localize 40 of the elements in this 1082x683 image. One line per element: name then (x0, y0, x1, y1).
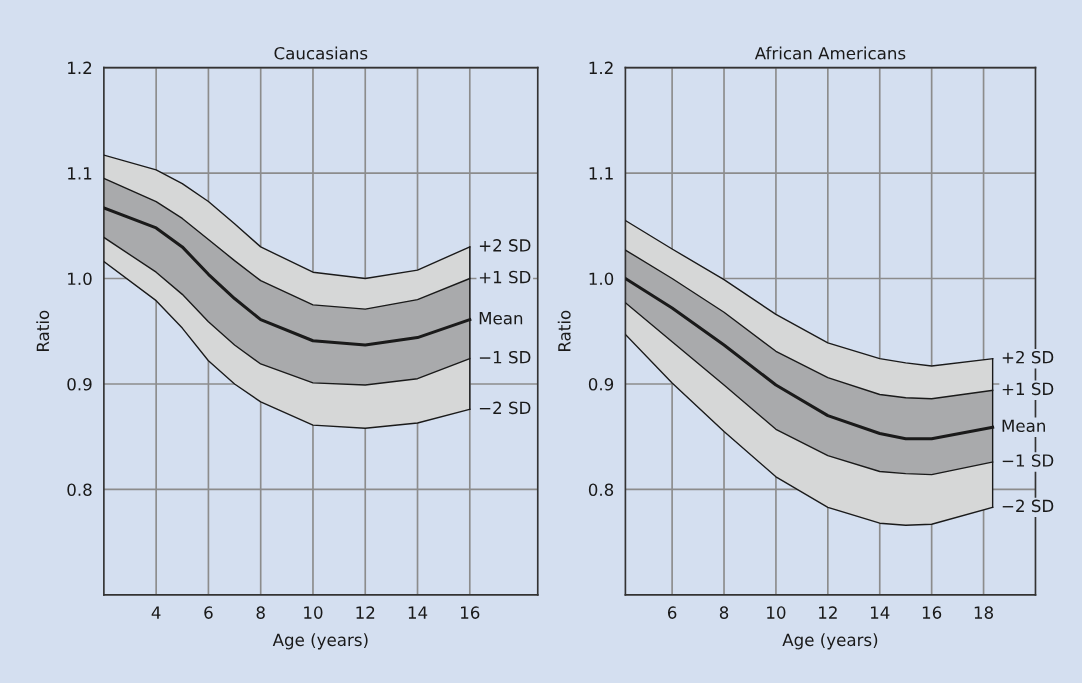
x-tick-label: 14 (408, 606, 428, 619)
x-tick-label: 8 (256, 606, 265, 619)
x-tick-label: 12 (356, 606, 375, 619)
x-axis-title: Age (years) (272, 633, 368, 650)
series-label: +2 SD (1002, 350, 1054, 364)
x-tick-label: 6 (667, 606, 677, 619)
y-tick-label: 0.8 (67, 483, 92, 497)
y-tick-label: 1.2 (589, 61, 613, 74)
series-label: −1 SD (1002, 454, 1054, 467)
x-tick-label: 12 (819, 606, 837, 619)
x-tick-label: 10 (304, 606, 323, 619)
y-tick-label: 1.2 (68, 61, 92, 74)
chart-title: Caucasians (274, 46, 368, 60)
series-label: +1 SD (1002, 382, 1054, 396)
chart-title: African Americans (754, 46, 906, 60)
series-label: +2 SD (479, 239, 531, 252)
x-axis-title: Age (years) (782, 633, 878, 650)
x-tick-label: 6 (204, 606, 213, 619)
series-label: Mean (479, 312, 523, 325)
y-tick-label: 1.0 (68, 272, 92, 286)
y-tick-label: 0.8 (588, 483, 614, 497)
x-tick-label: 14 (870, 606, 890, 619)
x-tick-label: 16 (922, 606, 942, 619)
y-tick-label: 0.9 (67, 377, 92, 391)
series-label: +1 SD (479, 270, 531, 284)
y-tick-label: 1.0 (589, 272, 614, 286)
x-tick-label: 10 (767, 606, 786, 619)
x-tick-label: 16 (461, 606, 480, 619)
y-axis-title: Ratio (557, 310, 571, 352)
series-label: −1 SD (479, 350, 531, 364)
series-label: −2 SD (479, 401, 531, 415)
x-tick-label: 18 (974, 606, 994, 619)
y-tick-label: 1.1 (68, 167, 92, 180)
x-tick-label: 4 (151, 606, 161, 619)
y-tick-label: 1.1 (589, 167, 613, 180)
series-label: Mean (1002, 419, 1045, 433)
y-axis-title: Ratio (36, 310, 50, 352)
x-tick-label: 8 (719, 606, 729, 619)
y-tick-label: 0.9 (588, 377, 614, 391)
series-label: −2 SD (1002, 499, 1054, 513)
